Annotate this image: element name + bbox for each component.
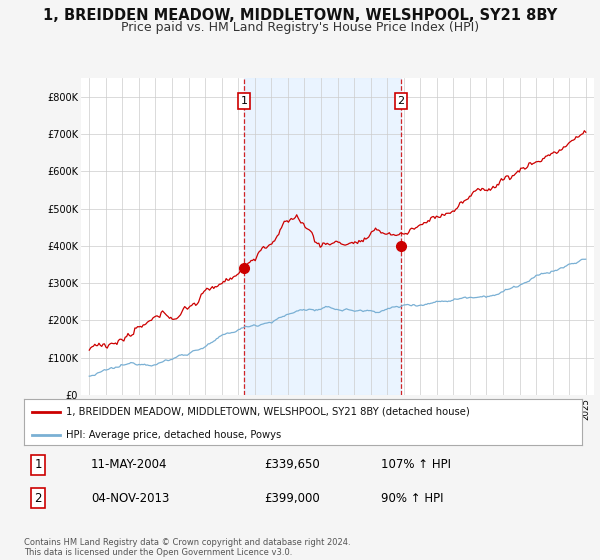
Text: £399,000: £399,000 [264,492,320,505]
Text: 90% ↑ HPI: 90% ↑ HPI [381,492,443,505]
Text: 2: 2 [397,96,404,106]
Text: 107% ↑ HPI: 107% ↑ HPI [381,458,451,472]
Text: Contains HM Land Registry data © Crown copyright and database right 2024.
This d: Contains HM Land Registry data © Crown c… [24,538,350,557]
Text: 11-MAY-2004: 11-MAY-2004 [91,458,167,472]
Text: £339,650: £339,650 [264,458,320,472]
Text: 1, BREIDDEN MEADOW, MIDDLETOWN, WELSHPOOL, SY21 8BY: 1, BREIDDEN MEADOW, MIDDLETOWN, WELSHPOO… [43,8,557,24]
Text: 2: 2 [34,492,42,505]
Text: HPI: Average price, detached house, Powys: HPI: Average price, detached house, Powy… [66,430,281,440]
Text: 1, BREIDDEN MEADOW, MIDDLETOWN, WELSHPOOL, SY21 8BY (detached house): 1, BREIDDEN MEADOW, MIDDLETOWN, WELSHPOO… [66,407,470,417]
Text: 1: 1 [241,96,248,106]
Text: Price paid vs. HM Land Registry's House Price Index (HPI): Price paid vs. HM Land Registry's House … [121,21,479,34]
Bar [244,78,401,395]
Text: 04-NOV-2013: 04-NOV-2013 [91,492,169,505]
Text: 1: 1 [34,458,42,472]
